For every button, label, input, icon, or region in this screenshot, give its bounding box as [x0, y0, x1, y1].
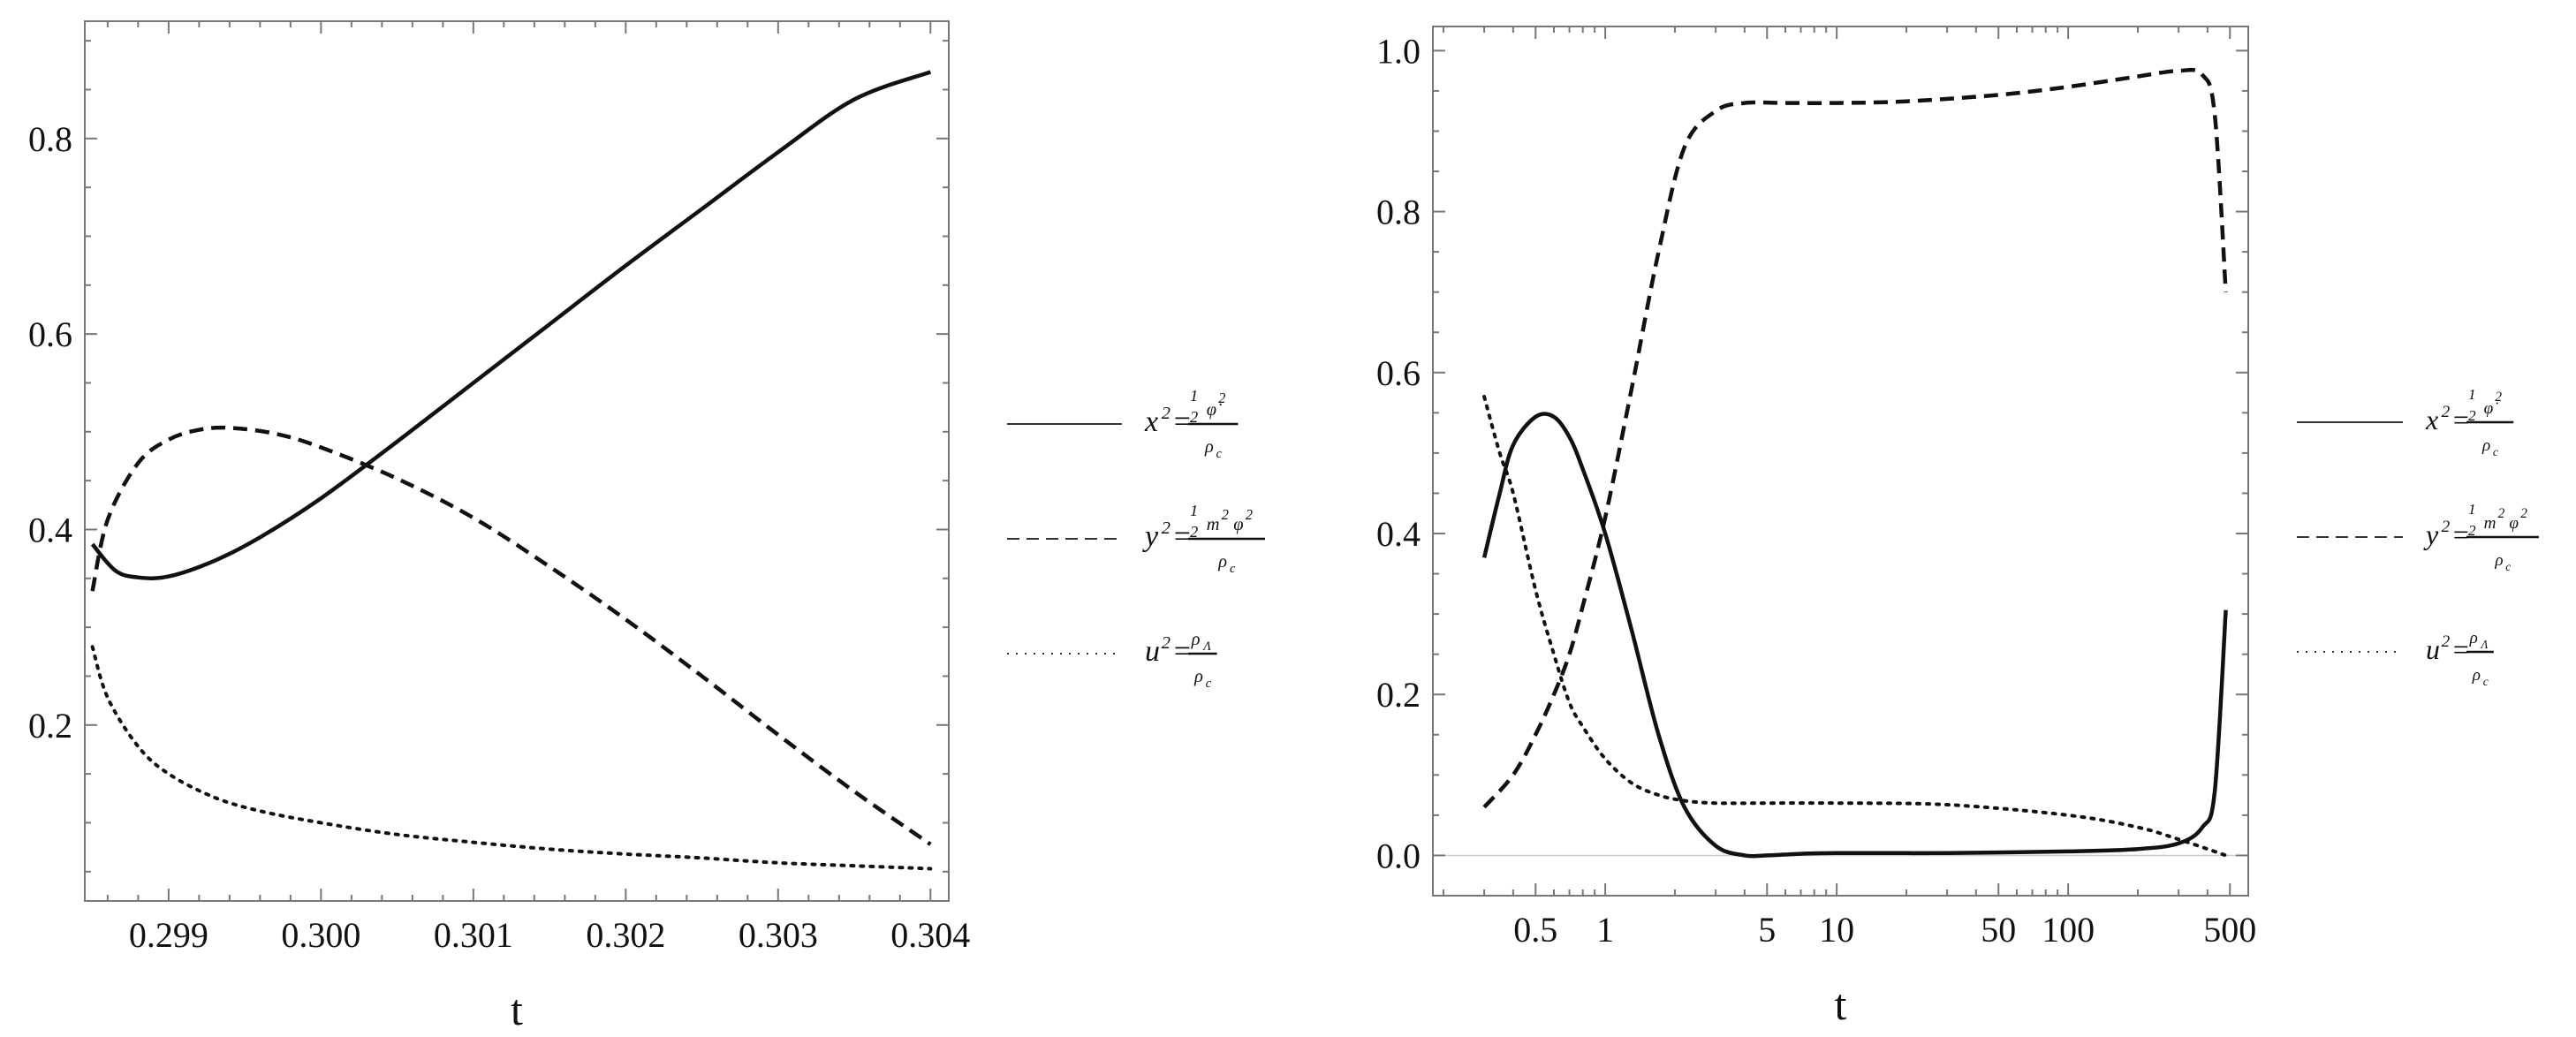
y-tick-label: 0.8	[1376, 193, 1421, 232]
y-tick-label: 0.6	[28, 314, 72, 354]
x-tick-label: 0.304	[890, 915, 970, 955]
series-line-2	[90, 425, 932, 846]
y-tick-label: 0.2	[28, 706, 72, 746]
y-tick-label: 1.0	[1376, 31, 1421, 71]
legend-equals: =	[2451, 518, 2471, 550]
x-tick-label: 1	[1596, 910, 1614, 950]
legend-symbol: u	[2426, 633, 2440, 665]
plot-frame	[1432, 26, 2249, 897]
legend-symbol: u	[1145, 635, 1160, 668]
x-tick-label: 0.5	[1513, 910, 1557, 950]
legend-rho-c: ρ	[2494, 551, 2503, 570]
x-tick-label: 0.300	[281, 915, 360, 955]
legend-symbol: y	[1142, 520, 1159, 553]
left-chart: 0.2 0.4 0.6 0.8 0.299 0.300 0.301 0.302 0.303 0.3…	[28, 20, 1265, 1034]
legend-half-num: 1	[2468, 501, 2476, 518]
legend-rho-c: ρ	[2481, 436, 2490, 455]
legend-half-num: 1	[1190, 502, 1198, 519]
plot-frame	[84, 20, 950, 902]
legend-equals: =	[1172, 405, 1193, 438]
legend-exponent: 2	[1162, 404, 1171, 423]
legend-rho-c: ρ	[1217, 552, 1227, 571]
legend-exponent: 2	[2442, 518, 2451, 536]
legend-symbol: y	[2423, 518, 2439, 550]
legend-half-num: 1	[2468, 386, 2476, 403]
legend-symbol: x	[1144, 405, 1158, 438]
legend-equals: =	[1172, 520, 1193, 553]
legend-c-sub: c	[2493, 445, 2498, 458]
legend-entry-1: x² = (½ φ̇²)/ρcx 2 =12 φ̇2ρ c	[1144, 387, 1239, 461]
legend-mass: m	[2484, 514, 2496, 533]
legend-phi-exp: 2	[1246, 506, 1253, 523]
series-line-3	[1482, 395, 2228, 858]
x-tick-label: 0.299	[129, 915, 208, 955]
y-tick-label: 0.4	[1376, 514, 1421, 554]
legend-exponent: 2	[2442, 632, 2451, 651]
y-tick-label: 0.8	[28, 119, 72, 159]
legend-lambda-sub: Λ	[2479, 638, 2489, 651]
x-tick-label: 5	[1758, 910, 1776, 950]
legend-half-den: 2	[1190, 408, 1198, 426]
legend-exponent: 2	[1162, 518, 1171, 538]
legend-entry-1: x² = (½ φ̇²)/ρcx 2 =12 φ̇2ρ c	[2425, 386, 2514, 458]
legend-rho-lambda: ρ	[2469, 629, 2478, 647]
legend-entry-3: u² = ρΛ/ρcu 2 = ρ Λρ c	[1145, 630, 1217, 691]
legend-phi-exp: 2	[2495, 390, 2502, 405]
x-tick-label: 0.303	[739, 915, 818, 955]
legend-equals: =	[2451, 404, 2471, 435]
series-line-1	[1481, 412, 2228, 859]
x-tick-label: 100	[2042, 910, 2095, 950]
legend-half-den: 2	[2468, 407, 2476, 424]
y-tick-label: 0.2	[1376, 675, 1421, 715]
legend-exponent: 2	[1162, 633, 1171, 653]
y-tick-label: 0.6	[1376, 353, 1421, 393]
series-line-1	[90, 70, 932, 580]
series-line-3	[90, 645, 933, 871]
legend-c-sub: c	[1206, 677, 1212, 691]
legend-mass-exp: 2	[1222, 506, 1229, 523]
legend-c-sub: c	[2483, 675, 2489, 688]
x-axis-title: t	[1835, 980, 1847, 1029]
legend-exponent: 2	[2442, 403, 2451, 421]
legend-rho-c: ρ	[1204, 437, 1214, 457]
legend-lambda-sub: Λ	[1201, 640, 1211, 654]
legend-entry-3: u² = ρΛ/ρcu 2 = ρ Λρ c	[2426, 629, 2494, 688]
legend-mass-exp: 2	[2498, 506, 2505, 521]
series-line-2	[1482, 67, 2228, 809]
legend-c-sub: c	[1230, 562, 1236, 576]
legend-c-sub: c	[1216, 447, 1223, 461]
legend-equals: =	[1172, 635, 1193, 668]
legend-phi: φ	[2509, 514, 2519, 533]
legend-phi-exp: 2	[1218, 390, 1225, 406]
legend-rho-c: ρ	[1193, 667, 1203, 686]
legend-equals: =	[2451, 633, 2471, 665]
x-tick-label: 10	[1819, 910, 1854, 950]
x-tick-label: 500	[2203, 910, 2256, 950]
legend-half-den: 2	[1190, 523, 1198, 541]
legend-rho-lambda: ρ	[1191, 630, 1201, 649]
y-tick-label: 0.4	[28, 510, 72, 549]
legend-phi: φ	[1233, 515, 1243, 534]
legend-mass: m	[1207, 515, 1220, 534]
legend-phi-exp: 2	[2520, 506, 2527, 521]
legend-rho-c: ρ	[2472, 666, 2481, 685]
x-tick-label: 50	[1981, 910, 2016, 950]
x-tick-label: 0.302	[586, 915, 665, 955]
legend-half-num: 1	[1190, 387, 1198, 405]
x-tick-label: 0.301	[434, 915, 513, 955]
x-axis-title: t	[511, 985, 523, 1034]
legend-c-sub: c	[2505, 560, 2511, 573]
legend-half-den: 2	[2468, 522, 2476, 539]
y-tick-label: 0.0	[1376, 836, 1421, 875]
legend-symbol: x	[2425, 404, 2438, 435]
